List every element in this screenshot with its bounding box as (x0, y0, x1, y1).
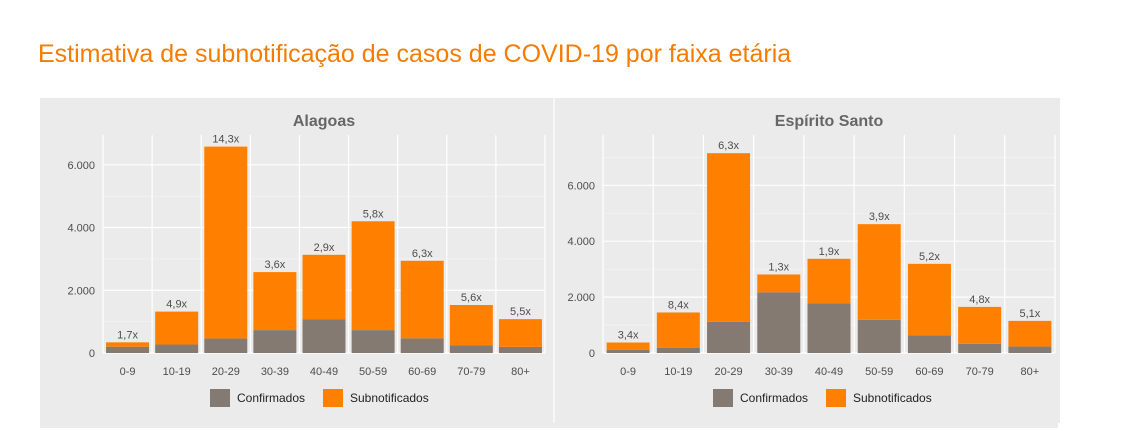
bar-subnotificados-70-79 (958, 306, 1002, 344)
bar-subnotificados-10-19 (155, 311, 199, 345)
bar-subnotificados-80+ (1008, 320, 1052, 347)
chart-title: Alagoas (293, 113, 355, 130)
y-tick-label: 4.000 (567, 236, 595, 248)
bar-confirmados-30-39 (757, 292, 801, 353)
y-tick-label: 2.000 (567, 292, 595, 304)
y-tick-label: 6.000 (67, 160, 95, 172)
bar-ratio-label: 3,6x (264, 259, 285, 271)
legend-swatch-subnotificados (323, 389, 343, 407)
bar-ratio-label: 3,9x (869, 211, 890, 223)
bar-confirmados-10-19 (155, 344, 199, 353)
bar-ratio-label: 5,6x (461, 292, 482, 304)
x-tick-label: 50-59 (865, 366, 893, 378)
x-tick-label: 10-19 (664, 366, 692, 378)
bar-confirmados-70-79 (449, 345, 493, 353)
bar-subnotificados-30-39 (253, 272, 297, 331)
bar-confirmados-20-29 (707, 321, 751, 353)
x-tick-label: 60-69 (408, 366, 436, 378)
x-tick-label: 70-79 (966, 366, 994, 378)
bar-confirmados-70-79 (958, 343, 1002, 353)
bar-confirmados-40-49 (302, 319, 346, 353)
bar-ratio-label: 4,9x (166, 299, 187, 311)
bar-ratio-label: 5,1x (1019, 308, 1040, 320)
x-tick-label: 0-9 (120, 366, 136, 378)
bar-subnotificados-70-79 (449, 305, 493, 346)
bar-confirmados-20-29 (204, 338, 248, 353)
x-tick-label: 40-49 (815, 366, 843, 378)
legend-label-subnotificados: Subnotificados (350, 391, 429, 405)
bar-confirmados-0-9 (606, 349, 650, 353)
bar-subnotificados-10-19 (656, 312, 700, 348)
x-tick-label: 70-79 (457, 366, 485, 378)
bar-confirmados-30-39 (253, 330, 297, 353)
bar-confirmados-50-59 (857, 319, 901, 353)
legend-swatch-subnotificados (826, 389, 846, 407)
x-tick-label: 0-9 (620, 366, 636, 378)
bar-subnotificados-60-69 (400, 260, 444, 339)
bar-ratio-label: 14,3x (212, 134, 239, 146)
x-tick-label: 30-39 (765, 366, 793, 378)
bar-ratio-label: 5,5x (510, 306, 531, 318)
bar-ratio-label: 6,3x (412, 248, 433, 260)
legend-label-confirmados: Confirmados (740, 391, 808, 405)
bar-subnotificados-0-9 (606, 342, 650, 350)
bar-confirmados-0-9 (106, 346, 150, 353)
bar-subnotificados-60-69 (907, 263, 951, 336)
x-tick-label: 30-39 (261, 366, 289, 378)
bar-ratio-label: 6,3x (718, 140, 739, 152)
bar-ratio-label: 5,8x (363, 208, 384, 220)
bar-subnotificados-50-59 (857, 224, 901, 320)
y-tick-label: 0 (589, 348, 595, 360)
bar-subnotificados-40-49 (302, 254, 346, 320)
chart-alagoas: Alagoas 0 2.000 4.000 6.000 1,7x 0-9 4,9x 10-19 1… (67, 113, 546, 407)
y-tick-label: 4.000 (67, 223, 95, 235)
legend-label-confirmados: Confirmados (237, 391, 305, 405)
legend-swatch-confirmados (713, 389, 733, 407)
x-tick-label: 40-49 (310, 366, 338, 378)
bar-confirmados-60-69 (400, 338, 444, 353)
legend-swatch-confirmados (210, 389, 230, 407)
bar-subnotificados-20-29 (204, 146, 248, 339)
bar-ratio-label: 2,9x (314, 242, 335, 254)
bar-ratio-label: 1,7x (117, 329, 138, 341)
bar-subnotificados-80+ (498, 319, 542, 347)
bar-ratio-label: 4,8x (969, 294, 990, 306)
x-tick-label: 10-19 (163, 366, 191, 378)
bar-confirmados-80+ (1008, 346, 1052, 353)
x-tick-label: 20-29 (714, 366, 742, 378)
bar-subnotificados-0-9 (106, 342, 150, 347)
legend-label-subnotificados: Subnotificados (853, 391, 932, 405)
x-tick-label: 60-69 (915, 366, 943, 378)
bar-ratio-label: 5,2x (919, 251, 940, 263)
bar-ratio-label: 1,3x (768, 261, 789, 273)
y-tick-label: 2.000 (67, 285, 95, 297)
x-tick-label: 20-29 (212, 366, 240, 378)
bar-confirmados-80+ (498, 346, 542, 353)
charts-area: Alagoas 0 2.000 4.000 6.000 1,7x 0-9 4,9x 10-19 1… (40, 98, 1060, 428)
x-tick-label: 50-59 (359, 366, 387, 378)
chart-panel-espirito-santo: Espírito Santo 0 2.000 4.000 6.000 3,4x 0-9 8,4… (553, 98, 1060, 423)
chart-panel-alagoas: Alagoas 0 2.000 4.000 6.000 1,7x 0-9 4,9x 10-19 1… (40, 98, 550, 423)
bar-confirmados-40-49 (807, 303, 851, 353)
chart-espirito-santo: Espírito Santo 0 2.000 4.000 6.000 3,4x 0-9 8,4… (567, 113, 1056, 407)
page-title: Estimativa de subnotificação de casos de… (38, 40, 792, 68)
x-tick-label: 80+ (511, 366, 530, 378)
bar-ratio-label: 8,4x (668, 299, 689, 311)
x-tick-label: 80+ (1021, 366, 1040, 378)
bar-ratio-label: 1,9x (819, 246, 840, 258)
bar-ratio-label: 3,4x (618, 330, 639, 342)
y-tick-label: 0 (89, 348, 95, 360)
bar-subnotificados-40-49 (807, 258, 851, 304)
chart-title: Espírito Santo (775, 113, 884, 130)
bar-confirmados-50-59 (351, 330, 395, 353)
bar-confirmados-10-19 (656, 347, 700, 353)
bar-subnotificados-50-59 (351, 221, 395, 331)
bar-confirmados-60-69 (907, 335, 951, 353)
y-tick-label: 6.000 (567, 180, 595, 192)
bar-subnotificados-30-39 (757, 274, 801, 293)
bar-subnotificados-20-29 (707, 153, 751, 322)
